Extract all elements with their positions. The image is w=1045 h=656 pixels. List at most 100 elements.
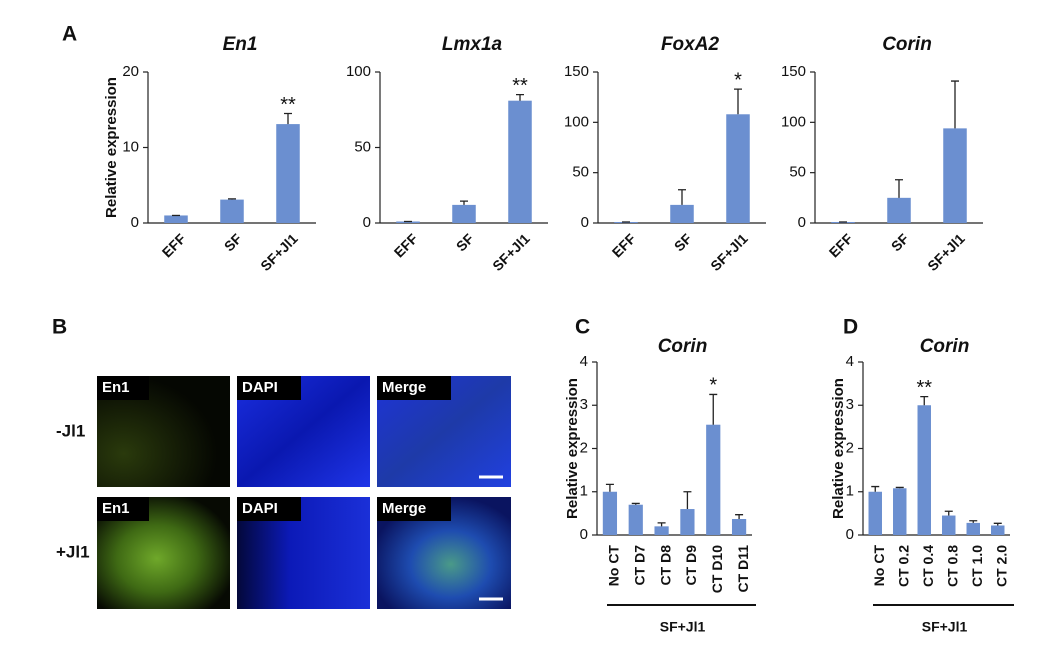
significance: ** — [512, 75, 528, 97]
image-label: Merge — [382, 500, 426, 517]
bar — [602, 491, 618, 535]
y-tick-label: 0 — [798, 214, 806, 231]
y-tick-label: 100 — [781, 113, 806, 130]
x-tick-label: CT D9 — [683, 545, 699, 586]
y-tick-label: 150 — [781, 63, 806, 80]
significance: * — [709, 375, 717, 397]
error-bar — [969, 520, 978, 523]
group-label: SF+Jl1 — [660, 619, 706, 635]
x-tick-label: CT 0.2 — [895, 545, 911, 587]
bar — [670, 204, 694, 223]
x-tick-label: EFF — [826, 230, 856, 260]
error-bar — [605, 483, 614, 492]
chart-title: Corin — [658, 336, 708, 357]
error-bar — [516, 94, 524, 101]
chart-title: Lmx1a — [442, 34, 503, 55]
bar — [680, 509, 695, 535]
image-label: Merge — [382, 379, 426, 396]
y-tick-label: 1 — [580, 483, 588, 500]
x-tick-label: No CT — [871, 545, 887, 587]
bar — [276, 124, 300, 223]
x-tick-label: CT 1.0 — [969, 545, 985, 587]
error-bar — [657, 522, 666, 527]
row-label: +Jl1 — [56, 542, 90, 561]
bar — [887, 197, 911, 223]
y-tick-label: 50 — [572, 164, 589, 181]
bar — [628, 504, 643, 535]
image-label: En1 — [102, 379, 130, 396]
row-label: -Jl1 — [56, 421, 85, 440]
y-tick-label: 150 — [564, 63, 589, 80]
y-tick-label: 4 — [580, 353, 588, 370]
y-tick-label: 50 — [789, 164, 806, 181]
x-tick-label: CT D10 — [709, 545, 725, 593]
panel-label: A — [62, 23, 77, 46]
chart-title: Corin — [882, 34, 932, 55]
bar — [164, 215, 188, 223]
bar — [508, 100, 532, 223]
error-bar — [709, 393, 718, 425]
y-tick-label: 2 — [580, 439, 588, 456]
y-tick-label: 3 — [846, 396, 854, 413]
bar — [731, 518, 747, 535]
image-label: En1 — [102, 500, 130, 517]
bar — [943, 128, 967, 223]
x-tick-label: SF — [671, 230, 695, 254]
label-box — [97, 497, 149, 521]
x-tick-label: SF+Jl1 — [257, 230, 301, 274]
y-tick-label: 10 — [122, 138, 139, 155]
error-bar — [944, 510, 953, 516]
x-tick-label: SF+Jl1 — [924, 230, 968, 274]
error-bar — [951, 80, 959, 129]
error-bar — [460, 200, 468, 205]
x-tick-label: CT D11 — [735, 545, 751, 593]
error-bar — [734, 88, 742, 115]
error-bar — [920, 395, 929, 406]
y-tick-label: 100 — [564, 113, 589, 130]
error-bar — [895, 486, 904, 489]
x-tick-label: No CT — [606, 545, 622, 587]
y-tick-label: 0 — [846, 526, 854, 543]
x-tick-label: CT 0.4 — [920, 545, 936, 587]
y-tick-label: 0 — [131, 214, 139, 231]
x-tick-label: EFF — [391, 230, 421, 260]
bar — [654, 526, 669, 535]
y-tick-label: 1 — [846, 483, 854, 500]
x-tick-label: EFF — [159, 230, 189, 260]
label-box — [237, 497, 301, 521]
y-tick-label: 4 — [846, 353, 854, 370]
y-tick-label: 2 — [846, 439, 854, 456]
label-box — [97, 376, 149, 400]
error-bar — [735, 514, 744, 519]
error-bar — [631, 502, 640, 505]
bar — [452, 204, 476, 223]
error-bar — [993, 522, 1002, 526]
panel-label: B — [52, 316, 67, 339]
bar — [966, 522, 980, 535]
image-label: DAPI — [242, 379, 278, 396]
x-tick-label: CT D8 — [657, 545, 673, 586]
y-tick-label: 3 — [580, 396, 588, 413]
significance: ** — [916, 377, 932, 399]
x-tick-label: SF — [221, 230, 245, 254]
bar — [942, 515, 956, 535]
bar — [991, 525, 1005, 535]
label-box — [377, 497, 451, 521]
y-axis-label: Relative expression — [103, 77, 120, 218]
y-tick-label: 0 — [581, 214, 589, 231]
y-axis-label: Relative expression — [564, 378, 581, 519]
label-box — [377, 376, 451, 400]
bar — [396, 221, 420, 223]
y-tick-label: 0 — [580, 526, 588, 543]
y-tick-label: 100 — [346, 63, 371, 80]
significance: ** — [280, 94, 296, 116]
error-bar — [871, 485, 880, 492]
panel-label: D — [843, 316, 858, 339]
image-label: DAPI — [242, 500, 278, 517]
bar — [893, 488, 907, 535]
bar — [917, 405, 931, 535]
chart-title: En1 — [223, 34, 258, 55]
error-bar — [895, 179, 903, 198]
y-tick-label: 20 — [122, 63, 139, 80]
